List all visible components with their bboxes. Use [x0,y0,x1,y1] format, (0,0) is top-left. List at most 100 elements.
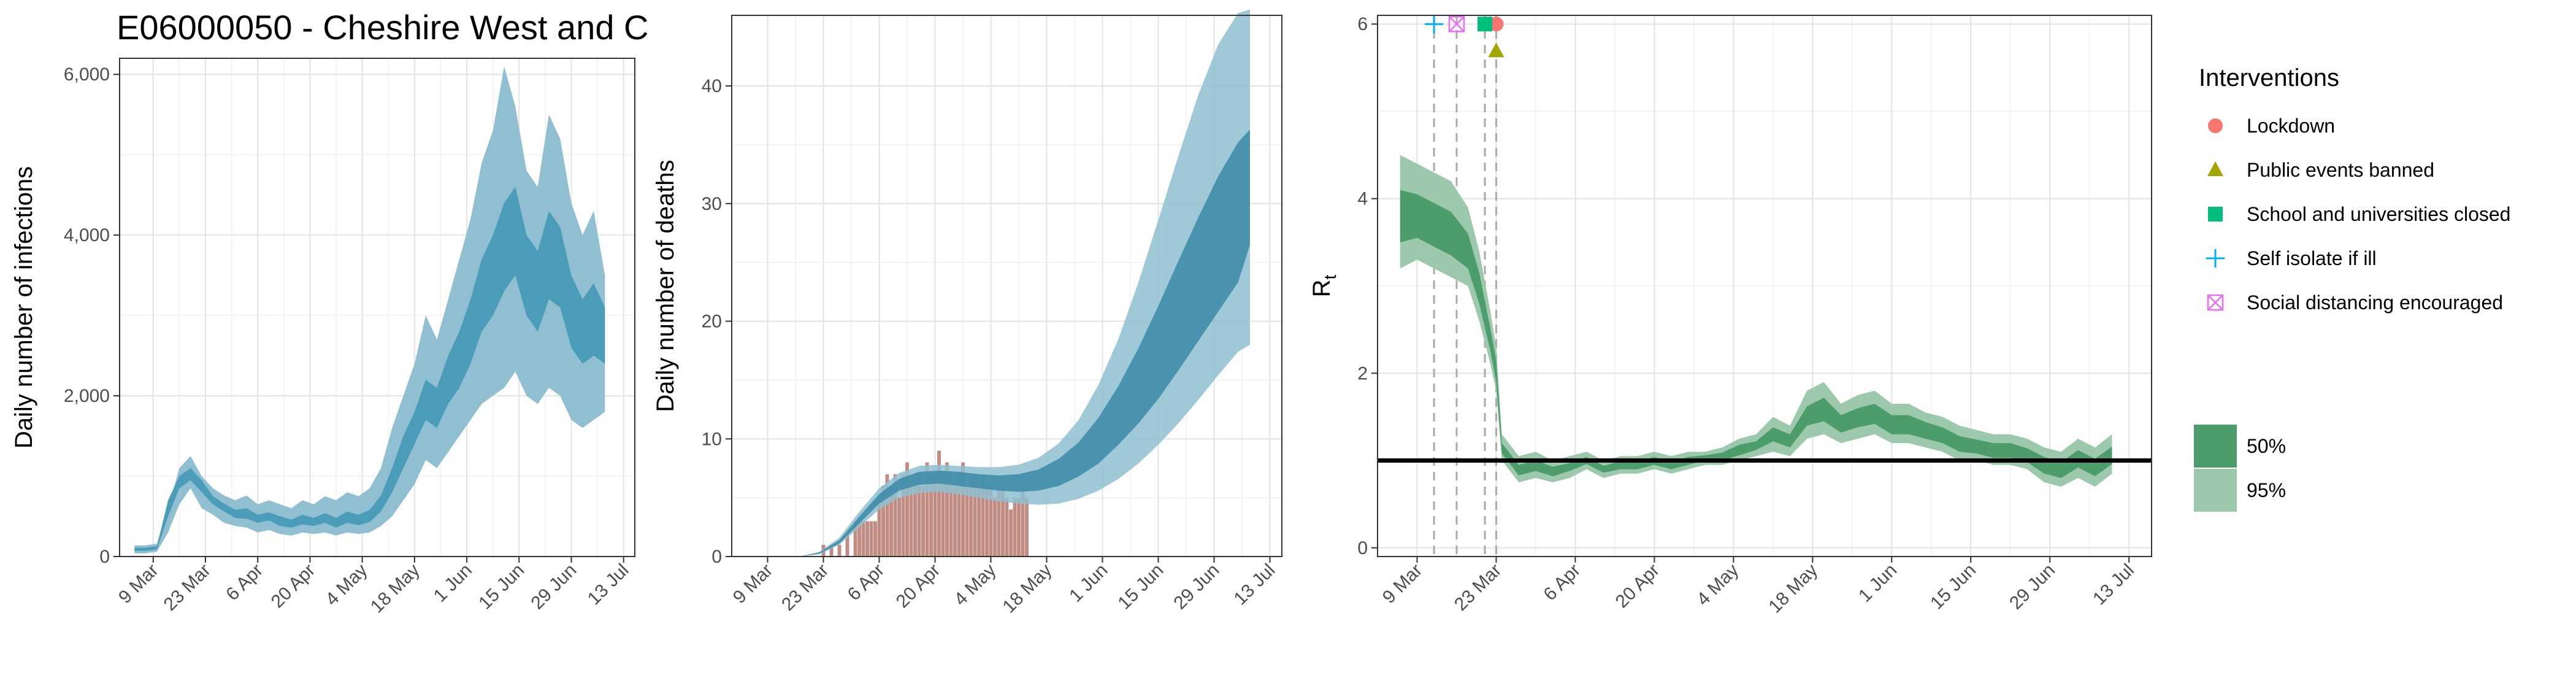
x-tick-label: 6 Apr [844,560,889,605]
deaths-bar [965,486,969,557]
deaths-bar [981,474,985,557]
x-tick-label: 1 Jun [430,560,476,606]
y-tick-label: 2,000 [64,386,110,406]
y-tick-label: 0 [99,547,110,567]
x-tick-label: 20 Apr [1612,560,1664,612]
deaths-bar [1025,498,1029,557]
deaths-bar [997,486,1001,557]
legend: Interventions Lockdown Public events bann… [2194,64,2510,512]
deaths-bar [897,498,901,557]
x-tick-label: 9 Mar [115,560,163,608]
rt-panel: 9 Mar 23 Mar 6 Apr 20 Apr 4 May 18 May 1 Jun 15… [1308,14,2152,617]
rt-band-95 [1400,155,2112,487]
x-tick-label: 23 Mar [1451,560,1505,615]
legend-item-label: School and universities closed [2247,203,2510,225]
y-tick-label: 6 [1357,14,1368,34]
x-tick-label: 13 Jul [1230,560,1279,609]
intervention-marker [1448,15,1465,33]
y-tick-label: 6,000 [64,64,110,85]
x-tick-label: 1 Jun [1855,560,1901,606]
panel-border [119,58,635,557]
deaths-bar [865,521,869,557]
deaths-bar [1009,509,1013,557]
infections-band-95 [134,66,605,553]
intervention-marker [1488,42,1505,58]
deaths-bar [873,521,877,557]
y-tick-label: 40 [702,76,722,96]
deaths-bar [889,486,893,557]
legend-item-label: Public events banned [2247,159,2434,181]
rt-y-axis-title: Rt [1308,274,1340,297]
deaths-bar [969,474,973,557]
deaths-bar [953,486,957,557]
deaths-bar [877,498,881,557]
deaths-bar [941,474,945,557]
y-tick-label: 0 [1357,538,1368,558]
legend-key-boxx [2207,294,2224,311]
deaths-bar [985,486,989,557]
panel-border [731,15,1282,557]
deaths-bar [881,486,885,557]
y-tick-label: 20 [702,312,722,332]
x-tick-label: 4 May [1693,560,1742,610]
deaths-bar [1005,498,1009,557]
deaths-bar [929,474,933,557]
deaths-y-axis-title: Daily number of deaths [652,160,679,412]
y-tick-label: 4 [1357,189,1368,209]
x-tick-label: 18 May [367,560,424,617]
y-tick-label: 0 [711,547,722,567]
y-tick-label: 30 [702,194,722,214]
legend-item-label: Lockdown [2247,115,2335,137]
deaths-bar [973,474,977,557]
deaths-bar [925,462,929,557]
intervention-marker [1489,17,1504,32]
x-tick-label: 18 May [1765,560,1822,617]
x-tick-label: 9 Mar [729,560,777,608]
x-tick-label: 9 Mar [1379,560,1427,608]
y-axis-subscript: t [1321,274,1340,279]
x-tick-label: 1 Jun [1065,560,1111,606]
legend-key-triangle [2207,161,2223,176]
intervention-marker [1425,15,1444,34]
deaths-bar [957,474,961,557]
deaths-bar [893,474,897,557]
legend-item-label: Social distancing encouraged [2247,291,2503,314]
deaths-bar [861,521,865,557]
x-tick-label: 6 Apr [1539,560,1584,605]
x-tick-label: 4 May [950,560,1000,610]
deaths-bar [853,521,857,557]
deaths-bar [829,544,834,557]
panel-border [1377,15,2152,557]
y-tick-label: 2 [1357,363,1368,383]
x-tick-label: 29 Jun [2006,560,2059,614]
deaths-bar [837,544,841,557]
legend-band-swatch [2194,469,2237,512]
deaths-bar [909,486,913,557]
deaths-bar [845,533,849,557]
deaths-bar [937,450,941,557]
infections-band-50 [134,187,605,551]
y-tick-label: 10 [702,429,722,449]
deaths-bar [857,521,861,557]
deaths-bar [869,521,873,557]
x-tick-label: 4 May [321,560,371,610]
x-tick-label: 13 Jul [584,560,633,609]
legend-key-circle [2208,118,2223,133]
x-tick-label: 20 Apr [267,560,320,612]
deaths-bar [905,462,909,557]
deaths-bar [993,498,997,557]
legend-key-plus [2206,249,2225,268]
x-tick-label: 29 Jun [1170,560,1223,614]
infections-y-axis-title: Daily number of infections [10,166,37,449]
deaths-bar [885,474,889,557]
legend-title: Interventions [2199,64,2339,91]
x-tick-label: 15 Jun [1114,560,1167,614]
x-tick-label: 15 Jun [1926,560,1980,614]
legend-band-label: 95% [2247,479,2286,501]
x-tick-label: 13 Jul [2089,560,2138,609]
deaths-bar [917,474,921,557]
